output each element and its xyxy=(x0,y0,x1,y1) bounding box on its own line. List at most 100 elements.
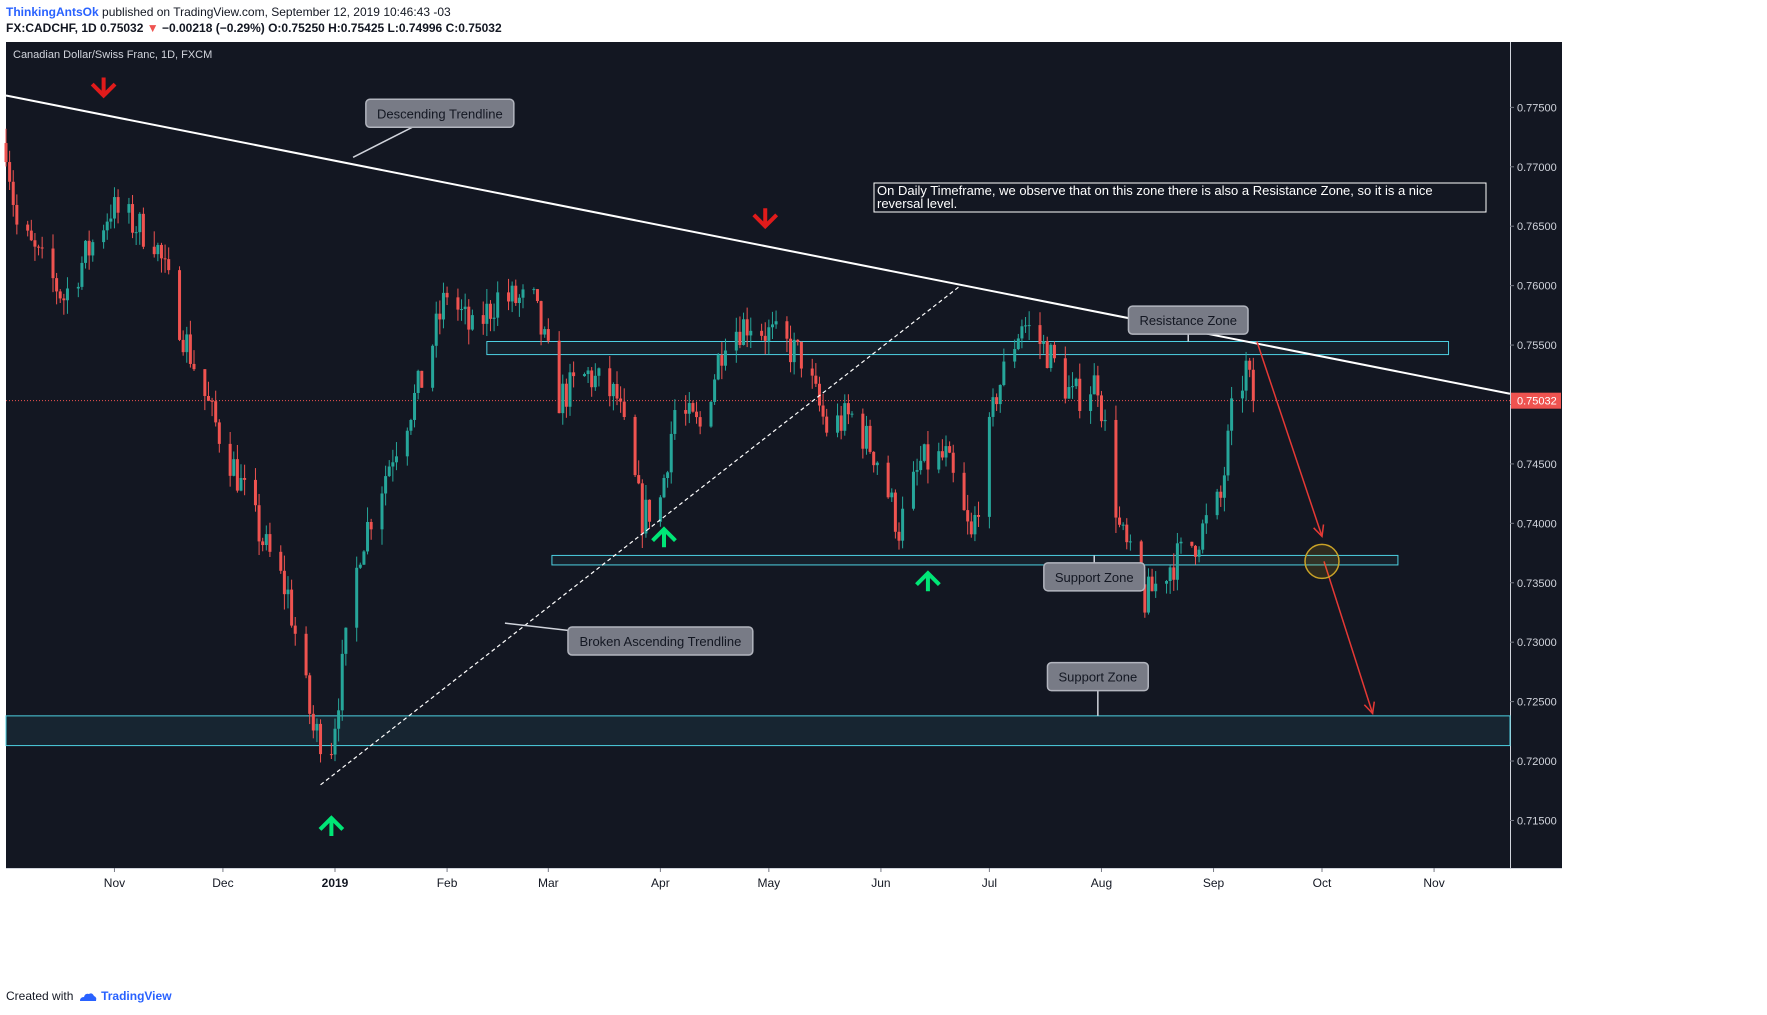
candle-up xyxy=(485,303,489,324)
candle-up xyxy=(416,370,420,393)
ohlc-open: O:0.75250 xyxy=(268,21,325,35)
candle-up xyxy=(156,244,160,255)
candle-down xyxy=(33,240,37,247)
candle-up xyxy=(337,710,341,729)
candle-down xyxy=(1125,524,1129,543)
candle-up xyxy=(286,589,290,595)
candle-down xyxy=(1143,584,1147,613)
broken-ascending-trendline-label: Broken Ascending Trendline xyxy=(579,634,741,649)
note-text-line-2: reversal level. xyxy=(877,196,957,211)
candle-down xyxy=(684,410,688,414)
candle-down xyxy=(821,405,825,417)
descending-trendline[interactable] xyxy=(5,94,1511,395)
candle-down xyxy=(329,754,333,756)
projection-arrow-2[interactable] xyxy=(1323,561,1374,714)
candle-up xyxy=(713,379,717,402)
candle-up xyxy=(890,492,894,498)
candle-down xyxy=(304,633,308,676)
candle-up xyxy=(1165,581,1169,584)
candle-up xyxy=(586,370,590,375)
candle-up xyxy=(734,331,738,351)
support-zone-label-box[interactable] xyxy=(1043,562,1146,592)
candle-up xyxy=(850,413,854,415)
candle-down xyxy=(814,375,818,384)
candle-up xyxy=(315,723,319,731)
broken-ascending-trendline-label-box[interactable] xyxy=(567,626,754,656)
price-axis-panel[interactable] xyxy=(1510,42,1562,868)
broken-ascending-trendline[interactable] xyxy=(320,285,961,786)
price-change: −0.00218 (−0.29%) xyxy=(161,21,265,35)
candle-up xyxy=(76,286,80,289)
candle-down xyxy=(962,472,966,511)
support-zone-label: Support Zone xyxy=(1055,570,1134,585)
candle-down xyxy=(188,334,192,364)
candle-down xyxy=(261,541,265,546)
candle-up xyxy=(394,456,398,463)
plot-area[interactable] xyxy=(6,42,1510,868)
candle-down xyxy=(615,383,619,399)
candle-down xyxy=(897,531,901,541)
candle-down xyxy=(698,417,702,427)
author-link[interactable]: ThinkingAntsOk xyxy=(6,5,99,19)
candle-down xyxy=(235,459,239,491)
candle-up xyxy=(441,292,445,320)
candle-up xyxy=(1154,583,1158,592)
candle-down xyxy=(1096,375,1100,396)
candle-up xyxy=(470,315,474,330)
candle-up xyxy=(134,232,138,234)
price-tick-label: 0.75500 xyxy=(1517,340,1557,352)
ohlc-close: C:0.75032 xyxy=(445,21,502,35)
candle-up xyxy=(582,374,586,377)
candle-up xyxy=(127,204,131,213)
candle-up xyxy=(344,627,348,654)
price-tick-label: 0.73500 xyxy=(1517,578,1557,590)
candle-up xyxy=(463,306,467,310)
candle-down xyxy=(619,398,623,402)
symbol-label[interactable]: FX:CADCHF, 1D xyxy=(6,21,97,35)
candle-up xyxy=(561,383,565,414)
candle-down xyxy=(1190,541,1194,546)
time-tick-label: Nov xyxy=(104,876,125,890)
support-zone[interactable] xyxy=(551,554,1399,566)
candle-up xyxy=(836,415,840,433)
descending-trendline-label-box[interactable] xyxy=(365,98,515,129)
resistance-zone-label-box[interactable] xyxy=(1127,305,1249,335)
lower-support-zone-label-box[interactable] xyxy=(1046,661,1149,692)
resistance-zone[interactable] xyxy=(486,340,1450,356)
candle-down xyxy=(488,303,492,319)
up-arrow-icon xyxy=(915,570,941,592)
candle-up xyxy=(911,471,915,509)
candle-down xyxy=(995,397,999,405)
candle-up xyxy=(723,350,727,366)
candle-up xyxy=(1121,524,1125,526)
target-circle[interactable] xyxy=(1304,543,1340,580)
candle-down xyxy=(159,244,163,259)
candle-up xyxy=(264,534,268,546)
candle-up xyxy=(1230,398,1234,431)
candle-down xyxy=(1251,369,1255,401)
candle-up xyxy=(409,419,413,431)
candle-down xyxy=(203,369,207,396)
candle-up xyxy=(1013,349,1017,362)
candle-up xyxy=(611,383,615,397)
projection-arrow-1[interactable] xyxy=(1256,341,1323,537)
tradingview-cloud-icon xyxy=(79,993,96,1001)
candle-down xyxy=(214,401,218,423)
candle-up xyxy=(185,334,189,353)
candle-up xyxy=(91,242,95,256)
candle-up xyxy=(937,451,941,470)
candle-up xyxy=(658,497,662,522)
candle-up xyxy=(366,521,370,552)
candle-down xyxy=(282,570,286,595)
candle-down xyxy=(369,521,373,530)
tradingview-link[interactable]: TradingView xyxy=(101,989,172,1003)
candle-down xyxy=(1150,576,1154,592)
chart-title: Canadian Dollar/Swiss Franc, 1D, FXCM xyxy=(13,49,212,61)
candle-up xyxy=(973,514,977,535)
lower-support-zone[interactable] xyxy=(5,715,1511,747)
candle-down xyxy=(1193,545,1197,557)
note-box[interactable] xyxy=(873,182,1487,213)
last-price: 0.75032 xyxy=(100,21,144,35)
projection-arrow-1-head xyxy=(1313,524,1325,539)
